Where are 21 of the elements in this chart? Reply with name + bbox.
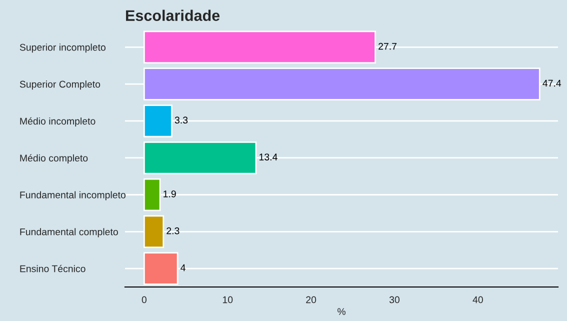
chart-title: Escolaridade bbox=[126, 10, 220, 21]
y-tick-label: Médio completo bbox=[20, 154, 88, 164]
y-tick-label: Superior incompleto bbox=[20, 44, 106, 53]
x-tick-label: 20 bbox=[306, 296, 316, 304]
data-label: 27.7 bbox=[378, 42, 396, 50]
data-label: 1.9 bbox=[164, 190, 176, 198]
data-label: 2.3 bbox=[166, 227, 180, 234]
x-axis-title: % bbox=[338, 308, 346, 315]
y-tick-label: Fundamental completo bbox=[20, 228, 118, 238]
x-tick-label: 40 bbox=[472, 296, 483, 304]
y-tick-label: Ensino Técnico bbox=[20, 264, 86, 272]
x-tick-label: 10 bbox=[222, 296, 233, 304]
data-label: 4 bbox=[180, 264, 186, 272]
x-tick-label: 0 bbox=[142, 296, 147, 304]
x-tick-label: 30 bbox=[389, 296, 400, 304]
data-label: 47.4 bbox=[542, 80, 562, 87]
y-tick-label: Superior Completo bbox=[20, 80, 100, 90]
data-label: 3.3 bbox=[174, 116, 188, 124]
y-tick-label: Fundamental incompleto bbox=[20, 191, 126, 200]
y-tick-label: Médio incompleto bbox=[20, 117, 96, 127]
data-label: 13.4 bbox=[260, 154, 278, 160]
